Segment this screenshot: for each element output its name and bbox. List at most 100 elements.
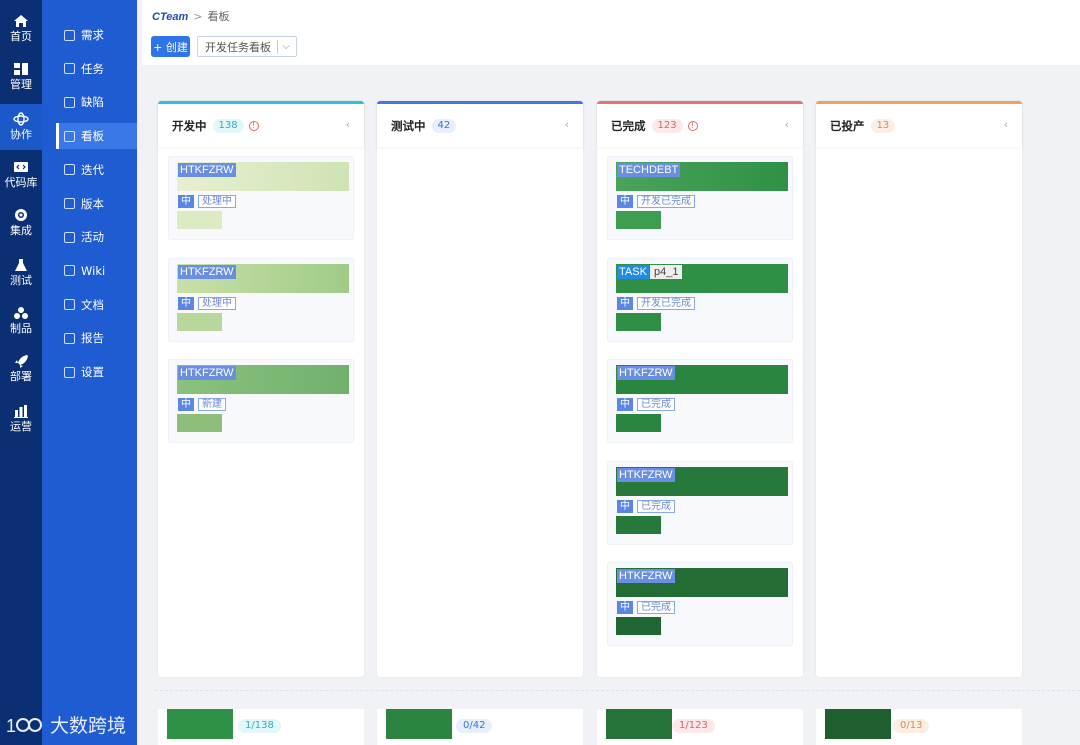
subnav-item-label: 活动 [81, 230, 104, 245]
summary-count: 0/13 [893, 719, 930, 733]
rail-item-6[interactable]: 制品 [0, 298, 42, 344]
rail-item-8[interactable]: 运营 [0, 396, 42, 442]
column-count-badge: 123 [651, 118, 683, 133]
subnav-item-3[interactable]: 看板 [56, 123, 137, 150]
subnav-item-icon [64, 29, 75, 41]
issue-card[interactable]: TECHDEBT 中 开发已完成 [607, 156, 793, 240]
subnav-item-9[interactable]: 报告 [56, 325, 137, 351]
subnav-item-icon [64, 198, 75, 209]
subnav-item-10[interactable]: 设置 [56, 359, 137, 385]
assignee-chip [177, 414, 222, 432]
rail-item-label: 测试 [10, 274, 32, 287]
collapse-arrow-icon[interactable]: ‹ [345, 118, 350, 131]
collapse-arrow-icon[interactable]: ‹ [564, 118, 569, 131]
secondary-nav: 需求任务缺陷看板迭代版本活动 Wiki 文档报告设置 [42, 0, 137, 745]
rail-item-label: 代码库 [4, 176, 38, 189]
subnav-item-5[interactable]: 版本 [56, 191, 137, 217]
board-select[interactable]: 开发任务看板 ⌵ [197, 36, 297, 57]
priority-tag: 中 [178, 398, 194, 411]
issue-subkey: p4_1 [650, 264, 683, 279]
breadcrumb-current: 看板 [207, 10, 230, 23]
summary-count: 1/123 [672, 719, 715, 733]
issue-card[interactable]: TASK p4_1 中 开发已完成 [607, 257, 793, 342]
column-title: 已完成 [611, 118, 646, 133]
column-title: 已投产 [830, 118, 865, 133]
issue-card[interactable]: HTKFZRW 中 处理中 [168, 156, 354, 240]
assignee-chip [616, 617, 661, 635]
breadcrumb: CTeam > 看板 [152, 8, 230, 24]
issue-key[interactable]: HTKFZRW [617, 366, 675, 380]
subnav-item-4[interactable]: 迭代 [56, 157, 137, 183]
assignee-chip [616, 211, 661, 229]
issue-key[interactable]: TASK [617, 264, 649, 279]
summary-count: 1/138 [238, 719, 281, 733]
rocket-icon [13, 354, 29, 368]
issue-key[interactable]: HTKFZRW [178, 264, 236, 279]
collapse-arrow-icon[interactable]: ‹ [784, 118, 789, 131]
summary-cell: 0/13 [816, 709, 1022, 745]
assignee-chip [616, 414, 661, 432]
rail-item-7[interactable]: 部署 [0, 346, 42, 392]
subnav-item-icon [64, 265, 75, 277]
summary-block [167, 709, 233, 739]
rail-item-4[interactable]: 集成 [0, 200, 42, 246]
subnav-item-icon [64, 299, 75, 311]
subnav-item-7[interactable]: Wiki [56, 258, 137, 284]
rail-item-label: 制品 [10, 322, 32, 335]
subnav-item-0[interactable]: 需求 [56, 22, 137, 48]
assignee-chip [177, 312, 222, 331]
subnav-item-8[interactable]: 文档 [56, 292, 137, 318]
summary-cell: 1/138 [158, 709, 364, 745]
brand-logo[interactable]: CTeam [152, 11, 189, 23]
rail-item-1[interactable]: 管理 [0, 54, 42, 100]
column-header: 测试中 42 ‹ [377, 101, 583, 147]
priority-tag: 中 [178, 296, 194, 310]
summary-count: 0/42 [456, 719, 493, 733]
issue-card[interactable]: HTKFZRW 中 已完成 [607, 562, 793, 646]
breadcrumb-separator: > [193, 10, 203, 23]
subnav-item-icon [64, 332, 75, 344]
collab-icon [13, 112, 29, 126]
subnav-item-icon [64, 231, 75, 243]
warning-icon[interactable]: ! [248, 120, 259, 131]
issue-key[interactable]: HTKFZRW [178, 366, 236, 380]
subnav-item-2[interactable]: 缺陷 [56, 89, 137, 115]
issue-key[interactable]: HTKFZRW [178, 163, 236, 177]
issue-key[interactable]: TECHDEBT [617, 163, 681, 177]
rail-item-2[interactable]: 协作 [0, 104, 42, 150]
subnav-item-1[interactable]: 任务 [56, 56, 137, 82]
issue-key[interactable]: HTKFZRW [617, 467, 675, 482]
issue-card[interactable]: HTKFZRW 中 处理中 [168, 257, 354, 342]
column-title: 开发中 [172, 118, 207, 133]
assignee-chip [616, 515, 661, 534]
kanban-column: 已完成 123 ! ‹ TECHDEBT 中 开发已完成 TASK p4_1 中… [597, 101, 803, 677]
rail-item-5[interactable]: 测试 [0, 250, 42, 296]
create-button[interactable]: + 创建 [151, 36, 190, 57]
column-header: 已投产 13 ‹ [816, 101, 1022, 147]
rail-item-3[interactable]: 代码库 [0, 152, 42, 198]
column-count-badge: 42 [431, 118, 457, 133]
issue-card[interactable]: HTKFZRW 中 新建 [168, 359, 354, 443]
issue-card[interactable]: HTKFZRW 中 已完成 [607, 359, 793, 443]
warning-icon[interactable]: ! [687, 120, 698, 131]
status-tag: 处理中 [198, 296, 236, 310]
svg-text:1: 1 [6, 716, 16, 736]
priority-tag: 中 [617, 398, 633, 411]
subnav-item-icon [64, 366, 75, 378]
subnav-item-label: 任务 [81, 61, 104, 76]
priority-tag: 中 [617, 296, 633, 310]
watermark: 1 大数跨境 [6, 711, 126, 738]
swimlane-divider [155, 690, 1080, 691]
column-body: HTKFZRW 中 处理中 HTKFZRW 中 处理中 HTKFZRW 中 新建 [158, 155, 364, 677]
column-header: 开发中 138 ! ‹ [158, 101, 364, 147]
rail-item-label: 运营 [10, 420, 32, 433]
status-tag: 已完成 [637, 398, 675, 411]
subnav-item-6[interactable]: 活动 [56, 224, 137, 250]
issue-key[interactable]: HTKFZRW [617, 569, 675, 583]
issue-card[interactable]: HTKFZRW 中 已完成 [607, 460, 793, 545]
watermark-text: 大数跨境 [50, 715, 127, 737]
rail-item-0[interactable]: 首页 [0, 6, 42, 52]
primary-nav-rail: 首页 管理 协作代码库集成测试制品部署运营 [0, 0, 42, 745]
kanban-column: 开发中 138 ! ‹ HTKFZRW 中 处理中 HTKFZRW 中 处理中 … [158, 101, 364, 677]
collapse-arrow-icon[interactable]: ‹ [1003, 118, 1008, 131]
